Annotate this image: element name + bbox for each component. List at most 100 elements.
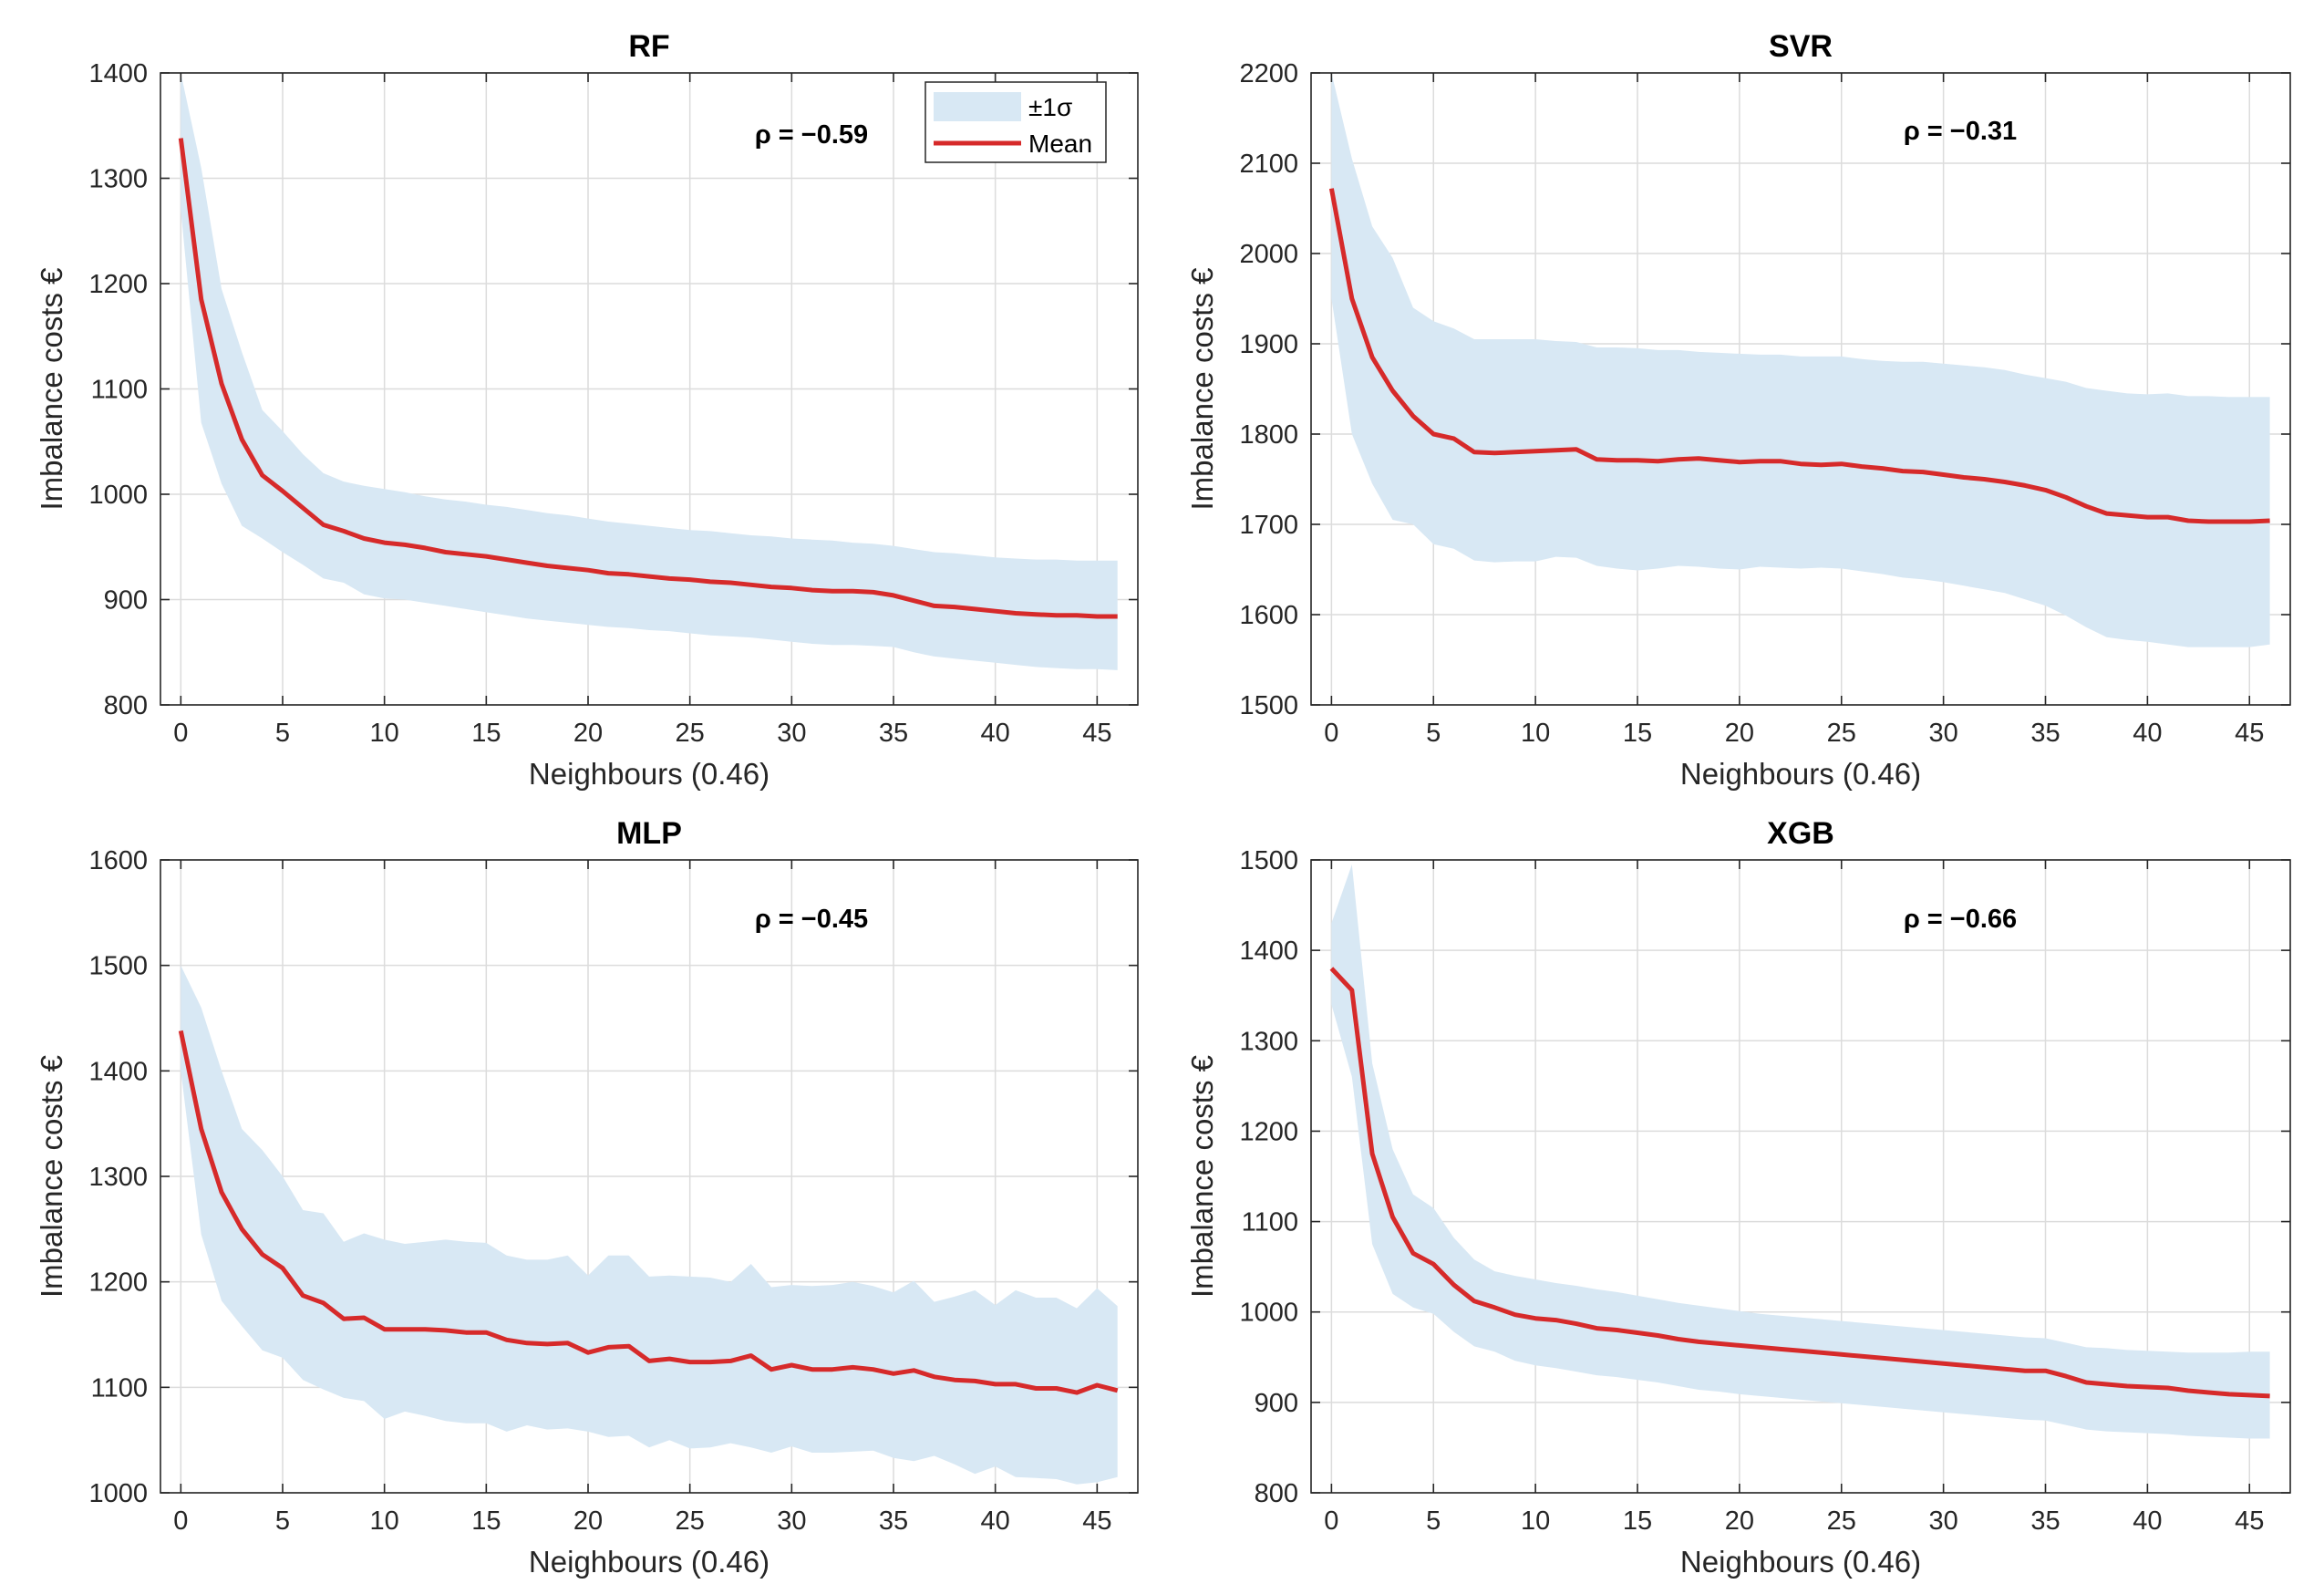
y-tick-label: 1600	[88, 846, 148, 875]
y-tick-label: 2000	[1239, 240, 1298, 269]
x-tick-label: 0	[173, 719, 188, 748]
y-tick-label: 1500	[1239, 691, 1298, 720]
x-tick-label: 5	[1426, 1506, 1441, 1536]
panel-title: RF	[628, 29, 669, 64]
legend-band-label: ±1σ	[1028, 93, 1072, 121]
x-tick-label: 45	[1082, 719, 1111, 748]
x-tick-label: 45	[2235, 719, 2264, 748]
chart-panel-rf: 0 5 10 15 20 25 30 35 40 45 800 900 1000 1100 1200 1300…	[35, 29, 1139, 791]
std-band	[1331, 864, 2270, 1439]
y-axis-label: Imbalance costs €	[1185, 1055, 1219, 1298]
y-tick-label: 1200	[1239, 1117, 1298, 1146]
x-tick-label: 40	[2133, 1506, 2162, 1536]
y-tick-label: 1300	[88, 165, 148, 194]
y-tick-label: 1400	[88, 1057, 148, 1086]
chart-panel-mlp: 0 5 10 15 20 25 30 35 40 45 1000 1100 1200 1300 1400 15…	[35, 816, 1139, 1579]
x-tick-label: 45	[1082, 1506, 1111, 1536]
y-tick-label: 1700	[1239, 511, 1298, 540]
y-tick-label: 1500	[88, 952, 148, 981]
y-tick-label: 900	[104, 586, 148, 616]
x-tick-label: 5	[275, 1506, 290, 1536]
x-tick-label: 0	[173, 1506, 188, 1536]
y-axis-label: Imbalance costs €	[1185, 268, 1219, 511]
legend: ±1σ Mean	[924, 81, 1107, 163]
chart-panel-svr: 0 5 10 15 20 25 30 35 40 45 1500 1600 1700 1800 1900 20…	[1185, 29, 2291, 791]
x-tick-label: 10	[1521, 719, 1550, 748]
x-axis-label: Neighbours (0.46)	[1680, 757, 1921, 791]
x-tick-label: 30	[777, 719, 806, 748]
y-tick-label: 1100	[91, 376, 148, 405]
y-tick-label: 1000	[88, 1479, 148, 1508]
std-band	[1331, 73, 2270, 647]
mean-series-line	[1328, 188, 2270, 524]
y-tick-label: 1100	[1242, 1208, 1298, 1237]
std-band	[181, 965, 1118, 1485]
x-tick-label: 10	[370, 1506, 399, 1536]
mean-series-line	[178, 1030, 1119, 1395]
y-tick-label: 1100	[91, 1373, 148, 1403]
rho-annotation: ρ = −0.45	[755, 905, 868, 934]
x-tick-label: 30	[1928, 719, 1957, 748]
x-tick-label: 25	[676, 1506, 705, 1536]
y-tick-label: 1000	[1239, 1299, 1298, 1328]
y-tick-label: 1500	[1239, 846, 1298, 875]
x-tick-label: 20	[573, 1506, 603, 1536]
x-tick-label: 10	[370, 719, 399, 748]
y-tick-label: 1400	[1239, 937, 1298, 966]
y-axis-label: Imbalance costs €	[35, 1055, 68, 1298]
x-tick-label: 40	[981, 719, 1010, 748]
legend-mean-label: Mean	[1028, 129, 1092, 158]
rho-annotation: ρ = −0.66	[1904, 905, 2017, 934]
y-tick-label: 1900	[1239, 330, 1298, 359]
x-tick-label: 0	[1324, 1506, 1338, 1536]
y-tick-label: 900	[1255, 1389, 1298, 1418]
x-axis-label: Neighbours (0.46)	[529, 757, 770, 791]
x-tick-label: 20	[1725, 719, 1754, 748]
rho-annotation: ρ = −0.31	[1904, 117, 2017, 146]
x-tick-label: 25	[676, 719, 705, 748]
y-tick-label: 1200	[88, 1268, 148, 1298]
y-tick-label: 1300	[88, 1163, 148, 1192]
y-tick-label: 800	[104, 691, 148, 720]
y-tick-label: 1300	[1239, 1027, 1298, 1056]
panel-title: MLP	[616, 816, 682, 851]
axes-box	[1310, 72, 2291, 706]
x-tick-label: 15	[471, 1506, 501, 1536]
x-tick-label: 40	[2133, 719, 2162, 748]
x-tick-label: 35	[879, 1506, 908, 1536]
axes-box	[1310, 859, 2291, 1494]
x-tick-label: 30	[1928, 1506, 1957, 1536]
panel-title: SVR	[1769, 29, 1833, 64]
x-tick-label: 30	[777, 1506, 806, 1536]
y-tick-label: 1000	[88, 481, 148, 510]
y-tick-label: 1400	[88, 59, 148, 88]
x-tick-label: 40	[981, 1506, 1010, 1536]
x-tick-label: 35	[879, 719, 908, 748]
y-tick-label: 1600	[1239, 601, 1298, 630]
x-tick-label: 10	[1521, 1506, 1550, 1536]
x-tick-label: 25	[1827, 719, 1856, 748]
chart-panel-xgb: 0 5 10 15 20 25 30 35 40 45 800 900 1000 1100 1200 1300…	[1185, 816, 2291, 1579]
x-tick-label: 5	[275, 719, 290, 748]
x-tick-label: 0	[1324, 719, 1338, 748]
x-tick-label: 25	[1827, 1506, 1856, 1536]
x-axis-label: Neighbours (0.46)	[1680, 1545, 1921, 1579]
x-tick-label: 20	[1725, 1506, 1754, 1536]
x-tick-label: 45	[2235, 1506, 2264, 1536]
x-tick-label: 5	[1426, 719, 1441, 748]
y-tick-label: 1800	[1239, 420, 1298, 450]
y-tick-label: 800	[1255, 1479, 1298, 1508]
y-axis-label: Imbalance costs €	[35, 268, 68, 511]
y-tick-label: 2200	[1239, 59, 1298, 88]
y-tick-label: 1200	[88, 270, 148, 299]
x-axis-label: Neighbours (0.46)	[529, 1545, 770, 1579]
rho-annotation: ρ = −0.59	[755, 120, 868, 150]
x-tick-label: 15	[1623, 719, 1652, 748]
x-tick-label: 35	[2030, 1506, 2060, 1536]
x-tick-label: 20	[573, 719, 603, 748]
std-band	[181, 73, 1118, 670]
panel-title: XGB	[1767, 816, 1834, 851]
y-tick-label: 2100	[1239, 150, 1298, 179]
mean-series-line	[178, 138, 1118, 619]
